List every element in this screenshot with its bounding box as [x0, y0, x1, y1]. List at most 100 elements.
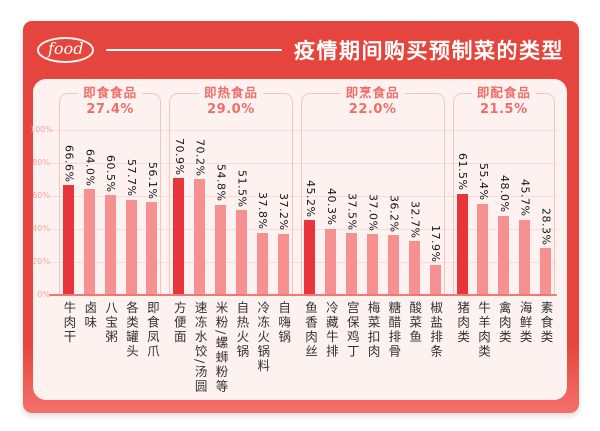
bar: [304, 220, 316, 295]
bar: [429, 265, 441, 295]
bar-column: 17.9%: [429, 130, 442, 295]
group-percent: 21.5%: [480, 102, 528, 117]
bar-category-label: 八宝粥: [103, 301, 119, 345]
bar-column: 70.9%: [172, 130, 186, 295]
bar-column: 37.0%: [366, 130, 380, 295]
bar-category-label: 牛羊肉类: [475, 301, 491, 359]
bar-category-label: 冷藏牛排: [323, 301, 339, 359]
group-bars: 66.6% 64.0% 60.5% 57.7% 56.1%: [58, 130, 162, 295]
bar-value-label: 37.5%: [345, 192, 359, 231]
chart-groups: 即食食品 27.4% 66.6% 64.0% 60.5% 57.7% 56.1% 牛肉干 卤味八…: [55, 85, 559, 398]
gridline: [49, 229, 557, 230]
bar-column: 37.8%: [256, 130, 270, 295]
category-group: 即食食品 27.4% 66.6% 64.0% 60.5% 57.7% 56.1% 牛肉干 卤味八…: [58, 85, 162, 398]
bar-value-label: 54.8%: [214, 164, 228, 202]
food-logo: food: [37, 37, 95, 63]
bar: [387, 235, 399, 295]
category-group: 即热食品 29.0% 70.9% 70.2% 54.8% 51.5% 37.8% 37.2% 方…: [168, 85, 293, 398]
bar-value-label: 57.7%: [125, 159, 138, 197]
bar-column: 48.0%: [497, 130, 511, 295]
bar-column: 37.5%: [345, 130, 359, 295]
gridline: [49, 130, 557, 131]
bar-value-label: 56.1%: [145, 161, 159, 200]
bar-category-label: 自热火锅: [234, 301, 250, 359]
bar: [325, 228, 337, 295]
bar-value-label: 66.6%: [62, 144, 76, 183]
bar-category-label: 自嗨锅: [276, 301, 292, 345]
bar-value-label: 32.7%: [408, 200, 422, 239]
bar-category-label: 卤味: [82, 301, 98, 330]
bar: [367, 233, 379, 295]
group-name: 即烹食品: [340, 85, 405, 101]
bar-column: 51.5%: [235, 130, 249, 295]
bar-column: 66.6%: [62, 130, 76, 295]
bar: [62, 185, 74, 295]
bar-category-label: 鱼香肉丝: [302, 301, 318, 359]
bar: [408, 241, 420, 295]
bar-value-label: 40.3%: [324, 188, 338, 226]
x-axis-line: [49, 294, 557, 296]
group-percent: 22.0%: [348, 102, 397, 117]
bar-value-label: 48.0%: [497, 175, 511, 213]
bar: [540, 248, 552, 295]
bar-value-label: 70.2%: [193, 138, 207, 177]
infographic-card: food 疫情期间购买预制菜的类型 100% 80% 60% 40% 20% 0% 即食食…: [23, 21, 579, 413]
bar-category-label: 即食凤爪: [144, 301, 160, 359]
bar: [519, 219, 531, 295]
bar: [346, 233, 358, 295]
gridline: [49, 196, 557, 197]
gridline: [49, 163, 557, 164]
bar: [235, 210, 247, 295]
page-title: 疫情期间购买预制菜的类型: [294, 39, 564, 63]
bar-value-label: 70.9%: [172, 137, 186, 176]
bar-column: 40.3%: [324, 130, 338, 295]
card-header: food 疫情期间购买预制菜的类型: [23, 21, 579, 79]
y-axis-tick-label: 80%: [32, 158, 50, 167]
category-group: 即配食品 21.5% 61.5% 55.4% 48.0% 45.7% 28.3% 猪肉类 牛羊肉…: [452, 85, 556, 398]
bar-category-label: 猪肉类: [455, 301, 471, 345]
bar-category-label: 方便面: [171, 301, 187, 345]
bar: [83, 189, 95, 295]
bar-category-label: 米粉/螺蛳粉等: [213, 301, 229, 395]
group-percent: 29.0%: [207, 102, 255, 117]
bar-category-label: 椒盐排条: [428, 301, 444, 359]
bar-value-label: 37.2%: [277, 193, 291, 231]
bar-value-label: 37.0%: [366, 193, 380, 231]
bar-column: 45.7%: [519, 130, 532, 295]
bar-column: 37.2%: [277, 130, 291, 295]
bar-column: 36.2%: [387, 130, 400, 295]
bar-value-label: 51.5%: [235, 169, 249, 208]
bar-value-label: 61.5%: [456, 153, 470, 191]
y-axis-tick-label: 0%: [37, 290, 50, 299]
y-axis-tick-label: 100%: [30, 125, 53, 134]
bar-column: 54.8%: [214, 130, 228, 295]
bar-column: 45.2%: [304, 130, 317, 295]
bar: [104, 195, 116, 295]
y-axis-tick-label: 20%: [32, 257, 50, 266]
bar: [125, 199, 137, 295]
bar-column: 60.5%: [104, 130, 118, 295]
bar-category-label: 禽肉类: [496, 301, 512, 345]
bar: [256, 232, 268, 295]
bar-column: 32.7%: [408, 130, 422, 295]
group-category-labels: 鱼香肉丝 冷藏牛排 宫保鸡丁 梅菜扣肉 糖醋排骨 酸菜鱼 椒盐排条: [300, 301, 446, 398]
group-name: 即热食品: [198, 85, 263, 101]
bar: [194, 179, 206, 295]
group-name: 即食食品: [78, 85, 143, 101]
bar-column: 56.1%: [145, 130, 159, 295]
chart-panel: 100% 80% 60% 40% 20% 0% 即食食品 27.4% 66.6% 64.0% 60…: [30, 79, 567, 400]
bar-category-label: 宫保鸡丁: [344, 301, 360, 359]
bar-category-label: 各类罐头: [124, 301, 139, 359]
bar-column: 70.2%: [193, 130, 207, 295]
group-percent: 27.4%: [86, 102, 134, 117]
bar-category-label: 素食类: [538, 301, 554, 345]
bar-value-label: 37.8%: [256, 192, 270, 230]
group-bars: 61.5% 55.4% 48.0% 45.7% 28.3%: [452, 130, 556, 295]
y-axis-tick-label: 60%: [32, 191, 50, 200]
bar: [477, 203, 489, 295]
bar-value-label: 60.5%: [104, 154, 118, 193]
bar: [146, 202, 158, 295]
group-bars: 70.9% 70.2% 54.8% 51.5% 37.8% 37.2%: [168, 130, 293, 295]
bar-column: 57.7%: [125, 130, 138, 295]
bar-value-label: 55.4%: [476, 163, 490, 201]
